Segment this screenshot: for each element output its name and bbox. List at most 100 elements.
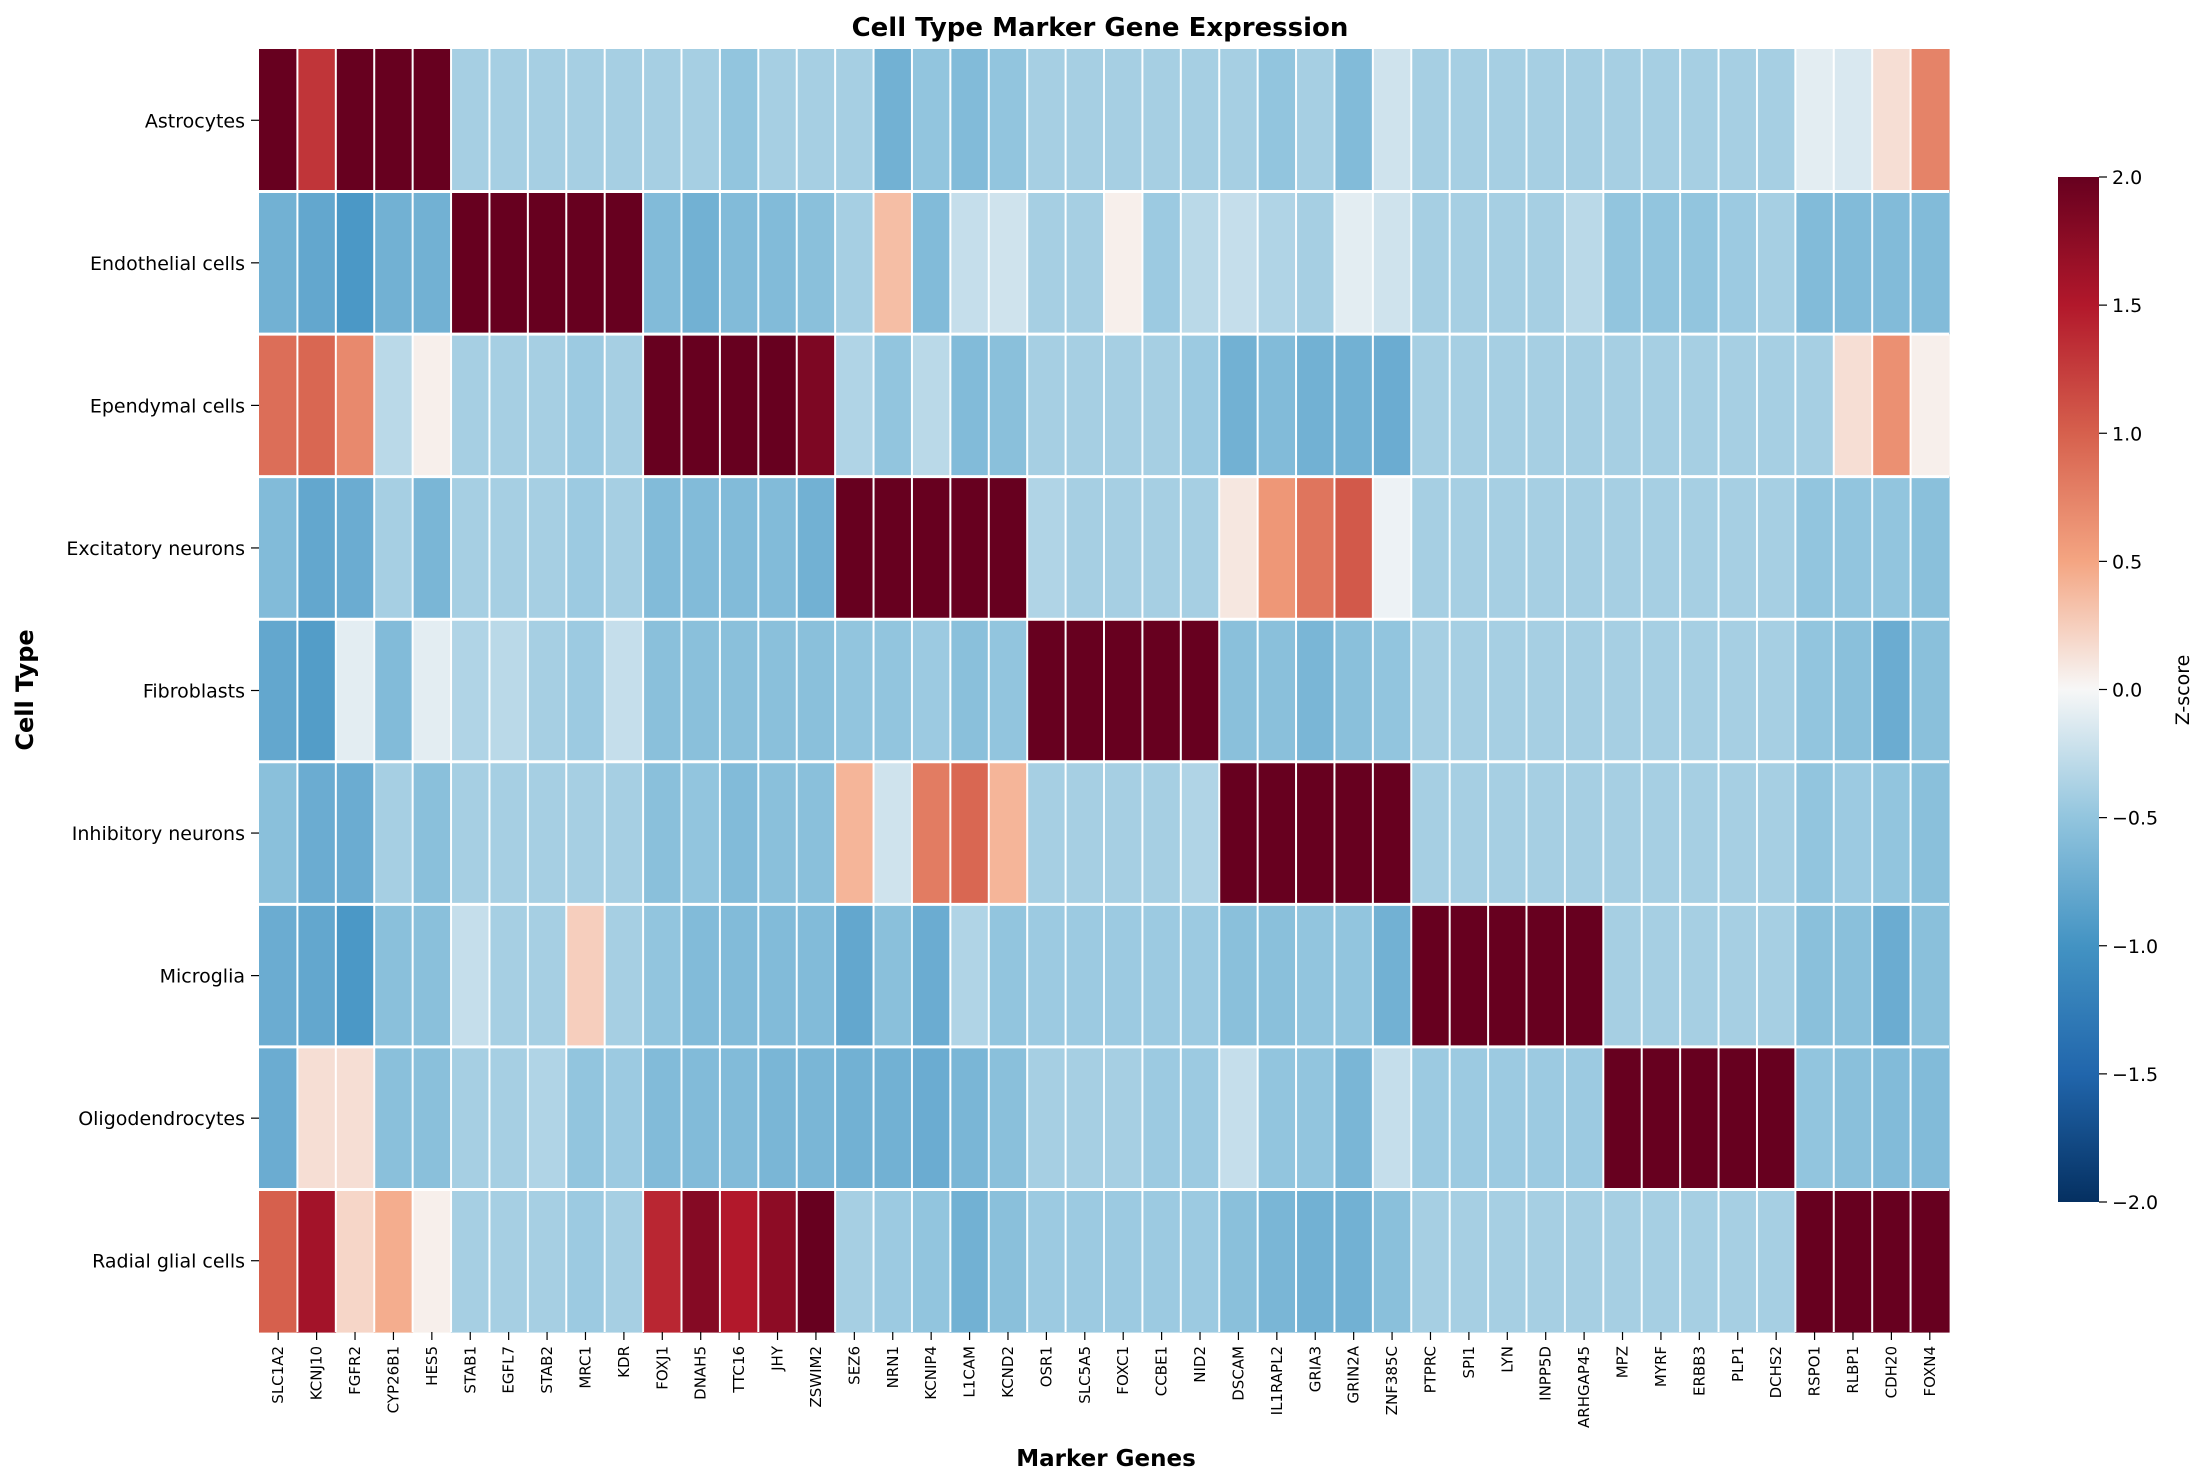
- y-axis-label: Cell Type: [11, 629, 39, 750]
- column-label: HES5: [423, 1346, 441, 1386]
- heatmap-cell: [796, 1189, 836, 1333]
- heatmap-cell: [297, 761, 337, 905]
- heatmap-cell: [835, 476, 875, 620]
- heatmap-cell: [1219, 761, 1259, 905]
- heatmap-cell: [1334, 761, 1374, 905]
- heatmap-cell: [566, 49, 606, 193]
- heatmap-cell: [566, 191, 606, 335]
- heatmap-cell: [1372, 761, 1412, 905]
- heatmap-cell: [1142, 476, 1182, 620]
- heatmap-cell: [604, 476, 644, 620]
- heatmap-cell: [527, 1189, 567, 1333]
- heatmap-cell: [412, 1046, 452, 1191]
- heatmap-cell: [1257, 49, 1297, 193]
- heatmap-cell: [1756, 49, 1796, 193]
- row-label: Ependymal cells: [90, 395, 245, 417]
- heatmap-cell: [259, 191, 299, 335]
- heatmap-cell: [681, 476, 721, 620]
- heatmap-cell: [911, 761, 951, 905]
- heatmap-cell: [1910, 49, 1950, 193]
- chart-title: Cell Type Marker Gene Expression: [852, 13, 1349, 43]
- heatmap-cell: [1833, 619, 1873, 763]
- heatmap-cell: [681, 1046, 721, 1191]
- heatmap-cell: [1180, 1189, 1220, 1333]
- heatmap-cell: [1180, 476, 1220, 620]
- colorbar-tick-label: −2.0: [2112, 1192, 2158, 1214]
- heatmap-cell: [1872, 619, 1912, 763]
- heatmap-cell: [1833, 904, 1873, 1048]
- heatmap-cell: [1104, 619, 1144, 763]
- heatmap-cell: [451, 476, 491, 620]
- heatmap-cell: [873, 191, 913, 335]
- heatmap-cell: [681, 1189, 721, 1333]
- heatmap-cell: [719, 761, 759, 905]
- heatmap-cell: [1718, 191, 1758, 335]
- heatmap-cell: [1488, 1046, 1528, 1191]
- column-label: KDR: [615, 1346, 633, 1378]
- colorbar-tick-label: −1.5: [2112, 1064, 2158, 1086]
- heatmap-cell: [335, 619, 375, 763]
- heatmap-cell: [1641, 1189, 1681, 1333]
- heatmap-cell: [1488, 191, 1528, 335]
- heatmap-cell: [1833, 1046, 1873, 1191]
- heatmap-cell: [1449, 761, 1489, 905]
- column-label: MYRF: [1652, 1346, 1670, 1387]
- heatmap-cell: [1910, 1189, 1950, 1333]
- column-label: INPP5D: [1537, 1346, 1555, 1401]
- heatmap-cell: [1680, 761, 1720, 905]
- heatmap-cell: [1603, 476, 1643, 620]
- heatmap-cell: [643, 904, 683, 1048]
- heatmap-cell: [873, 49, 913, 193]
- heatmap-cell: [1564, 1189, 1604, 1333]
- column-label: PLP1: [1729, 1346, 1747, 1382]
- column-label: KCNJ10: [308, 1346, 326, 1400]
- heatmap-cell: [1449, 191, 1489, 335]
- heatmap-cell: [1756, 1046, 1796, 1191]
- heatmap-cell: [1641, 476, 1681, 620]
- heatmap-cell: [988, 1046, 1028, 1191]
- column-label: NID2: [1191, 1346, 1209, 1383]
- heatmap-cell: [374, 476, 414, 620]
- heatmap-cell: [643, 191, 683, 335]
- heatmap-cell: [1296, 191, 1336, 335]
- column-label: GRIN2A: [1345, 1345, 1363, 1403]
- heatmap-cell: [1296, 49, 1336, 193]
- heatmap-cell: [873, 1046, 913, 1191]
- heatmap-cell: [335, 49, 375, 193]
- heatmap-cell: [719, 49, 759, 193]
- heatmap-cell: [835, 334, 875, 478]
- heatmap-cell: [527, 49, 567, 193]
- heatmap-cell: [1603, 334, 1643, 478]
- heatmap-cell: [604, 49, 644, 193]
- heatmap-cell: [873, 1189, 913, 1333]
- heatmap-cell: [988, 904, 1028, 1048]
- heatmap-cell: [1872, 49, 1912, 193]
- heatmap-cell: [335, 334, 375, 478]
- heatmap-cell: [489, 761, 529, 905]
- heatmap-cell: [1641, 1046, 1681, 1191]
- heatmap-cell: [489, 191, 529, 335]
- heatmap-cell: [489, 334, 529, 478]
- heatmap-cell: [1027, 1189, 1067, 1333]
- heatmap-cell: [1680, 191, 1720, 335]
- heatmap-cell: [489, 1189, 529, 1333]
- heatmap-cell: [1219, 1046, 1259, 1191]
- heatmap-cell: [1603, 761, 1643, 905]
- heatmap-cell: [1296, 1046, 1336, 1191]
- heatmap-cell: [1180, 334, 1220, 478]
- heatmap-cell: [604, 904, 644, 1048]
- heatmap-cell: [1142, 761, 1182, 905]
- heatmap-cell: [873, 904, 913, 1048]
- heatmap-cell: [374, 1046, 414, 1191]
- heatmap-cell: [604, 761, 644, 905]
- heatmap-cell: [1526, 49, 1566, 193]
- heatmap-cell: [950, 1046, 990, 1191]
- heatmap-cell: [643, 1046, 683, 1191]
- heatmap-cell: [1334, 904, 1374, 1048]
- heatmap-cell: [1718, 476, 1758, 620]
- heatmap-cell: [1526, 1046, 1566, 1191]
- column-label: FOXC1: [1114, 1346, 1132, 1395]
- heatmap-cell: [1756, 1189, 1796, 1333]
- heatmap-cell: [1065, 619, 1105, 763]
- colorbar-tick-label: 2.0: [2112, 167, 2142, 189]
